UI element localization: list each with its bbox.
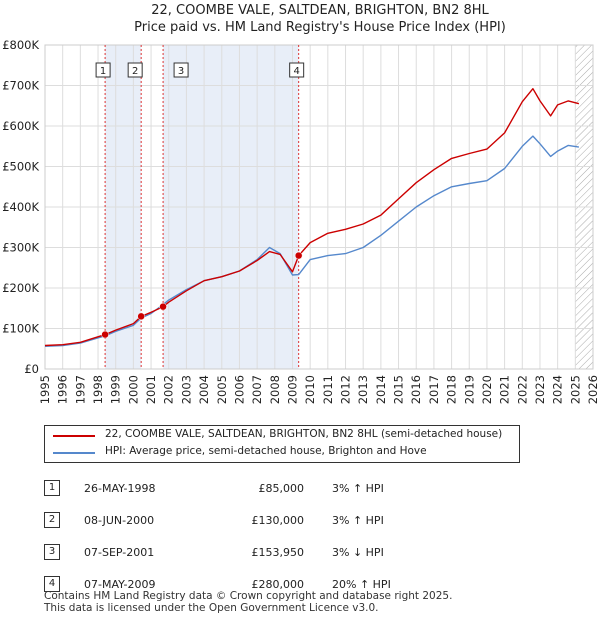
sale-point [159,302,167,311]
x-tick-label: 2013 [356,375,370,404]
sale-price: £130,000 [251,513,305,527]
x-tick-label: 1997 [73,375,87,404]
x-tick-label: 2021 [498,375,512,404]
x-tick-label: 2006 [232,375,246,404]
sale-point [137,312,145,321]
sale-number-label: 3 [178,66,184,77]
chart-subtitle: Price paid vs. HM Land Registry's House … [134,20,506,35]
sale-hpi: 3% ↑ HPI [332,481,384,495]
y-tick-label: £800K [2,38,39,52]
x-tick-label: 2016 [409,375,423,404]
x-tick-label: 2002 [162,375,176,404]
y-tick-label: £700K [2,79,39,93]
x-tick-label: 2009 [285,375,299,404]
x-tick-label: 2000 [126,375,140,404]
x-tick-label: 2003 [179,375,193,404]
sale-date: 07-SEP-2001 [84,545,155,559]
x-tick-label: 2026 [586,375,600,404]
x-tick-label: 2010 [303,375,317,404]
x-tick-label: 2024 [551,375,565,404]
x-tick-label: 1995 [38,375,52,404]
sale-number-box [95,62,111,78]
sale-date: 26-MAY-1998 [84,481,156,495]
sale-number-box [173,62,189,78]
x-tick-label: 2023 [533,375,547,404]
sale-hpi: 20% ↑ HPI [332,577,391,591]
x-tick-label: 1996 [56,375,70,404]
footer: Contains HM Land Registry data © Crown c… [44,590,452,614]
sale-number-label: 4 [293,66,299,77]
y-tick-label: £400K [2,200,39,214]
table-row: 1 26-MAY-1998 £85,000 3% ↑ HPI [44,472,452,504]
y-tick-label: £100K [2,322,39,336]
y-tick-label: £500K [2,160,39,174]
x-tick-label: 2012 [339,375,353,404]
x-tick-label: 2014 [374,375,388,404]
table-row: 2 08-JUN-2000 £130,000 3% ↑ HPI [44,504,452,536]
footer-copyright: Contains HM Land Registry data © Crown c… [44,590,453,602]
plot-border [44,44,594,370]
x-tick-label: 2001 [144,375,158,404]
x-tick-label: 2020 [480,375,494,404]
sale-number-badge: 1 [44,480,60,496]
sale-number-badge: 4 [44,576,60,592]
sale-point [294,251,303,260]
x-tick-label: 1998 [91,375,105,404]
legend-swatch-property [53,435,95,437]
x-tick-label: 2015 [392,375,406,404]
sale-hpi: 3% ↑ HPI [332,513,384,527]
x-tick-label: 1999 [109,375,123,404]
y-tick-label: £0 [24,362,39,376]
y-tick-label: £300K [2,241,39,255]
legend-label-hpi: HPI: Average price, semi-detached house,… [105,445,427,457]
table-row: 4 07-MAY-2009 £280,000 20% ↑ HPI [44,568,452,600]
sale-price: £85,000 [258,481,305,495]
chart-title: 22, COOMBE VALE, SALTDEAN, BRIGHTON, BN2… [151,3,489,18]
sale-price: £153,950 [251,545,305,559]
x-tick-label: 2019 [462,375,476,404]
sale-hpi: 3% ↓ HPI [332,545,384,559]
y-tick-label: £200K [2,281,39,295]
sale-number-box [127,62,143,78]
x-tick-label: 2011 [321,375,335,404]
transactions-table: 1 26-MAY-1998 £85,000 3% ↑ HPI 2 08-JUN-… [44,472,452,600]
sale-point [101,330,109,339]
sale-date: 07-MAY-2009 [84,577,156,591]
y-tick-label: £600K [2,119,39,133]
x-tick-label: 2025 [568,375,582,404]
legend-swatch-hpi [53,452,95,454]
x-tick-label: 2005 [215,375,229,404]
x-tick-label: 2022 [515,375,529,404]
sale-number-label: 1 [100,66,106,77]
price-chart: 22, COOMBE VALE, SALTDEAN, BRIGHTON, BN2… [2,3,600,404]
sale-number-badge: 2 [44,512,60,528]
footer-licence: This data is licensed under the Open Gov… [44,602,379,614]
sale-number-box [289,62,305,78]
x-tick-label: 2008 [268,375,282,404]
sale-date: 08-JUN-2000 [84,513,155,527]
table-row: 3 07-SEP-2001 £153,950 3% ↓ HPI [44,536,452,568]
sale-price: £280,000 [251,577,305,591]
x-tick-label: 2007 [250,375,264,404]
sale-number-label: 2 [132,66,138,77]
x-tick-label: 2018 [445,375,459,404]
sale-number-badge: 3 [44,544,60,560]
legend-label-property: 22, COOMBE VALE, SALTDEAN, BRIGHTON, BN2… [105,428,503,440]
x-tick-label: 2017 [427,375,441,404]
legend: 22, COOMBE VALE, SALTDEAN, BRIGHTON, BN2… [44,425,520,463]
x-tick-label: 2004 [197,375,211,404]
